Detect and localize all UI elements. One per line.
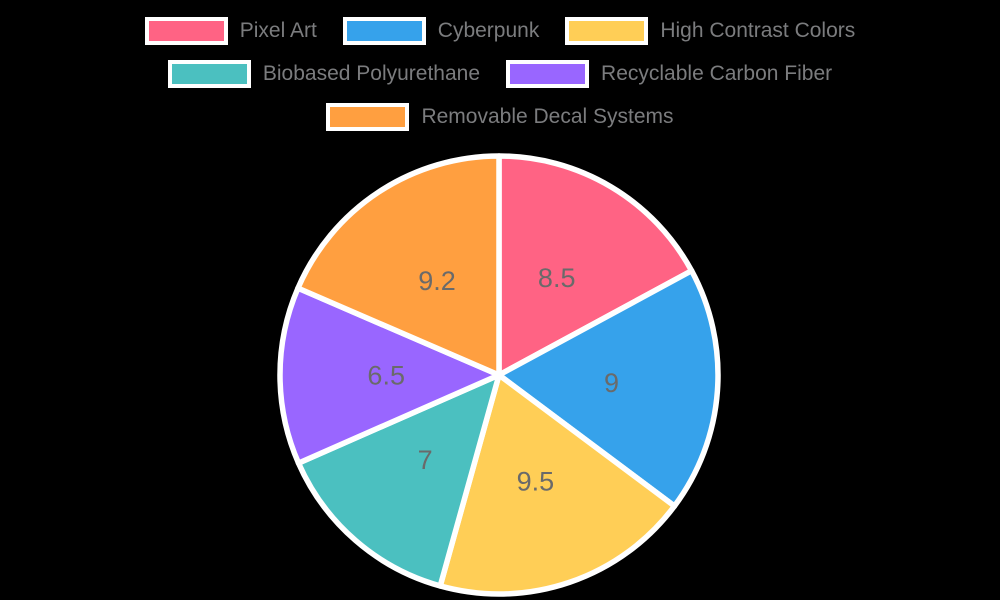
pie-value-label: 9.2: [418, 266, 456, 296]
pie-slice-recyclable-carbon-fiber: [277, 285, 502, 466]
pie-value-label: 6.5: [367, 360, 405, 390]
pie-slice-cyberpunk: [496, 267, 721, 509]
pie-slice-pixel-art: [496, 153, 695, 378]
pie-slice-removable-decal-systems: [295, 153, 502, 378]
pie-slice-biobased-polyurethane: [295, 372, 502, 589]
pie-value-label: 7: [418, 445, 433, 475]
pie-value-label: 9: [604, 368, 619, 398]
pie-slice-high-contrast-colors: [437, 372, 678, 597]
pie-value-label: 8.5: [538, 263, 576, 293]
pie-value-label: 9.5: [517, 467, 555, 497]
